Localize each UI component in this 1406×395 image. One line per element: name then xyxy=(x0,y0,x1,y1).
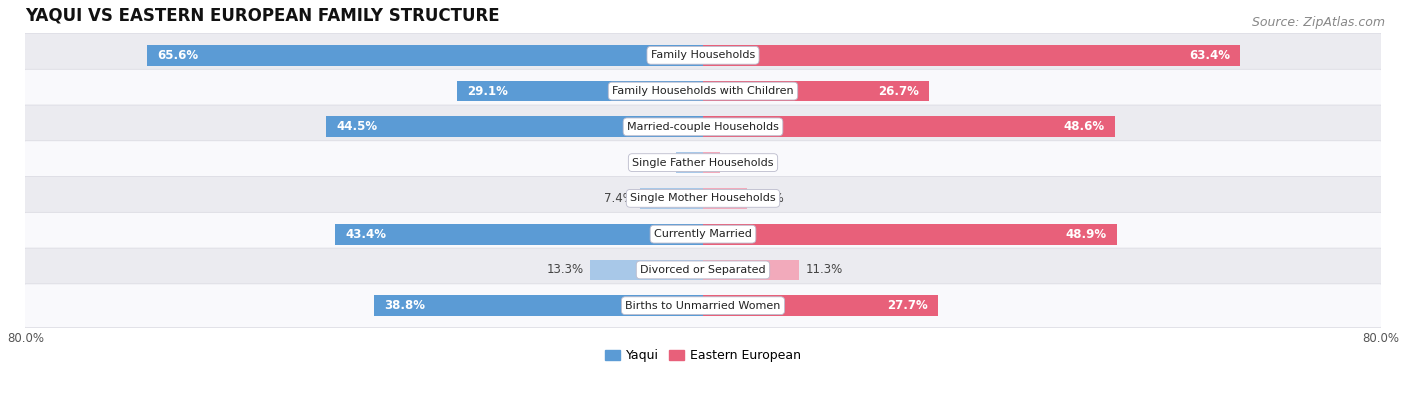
Text: Currently Married: Currently Married xyxy=(654,229,752,239)
Bar xyxy=(148,45,703,66)
Text: 48.9%: 48.9% xyxy=(1066,228,1107,241)
Text: Married-couple Households: Married-couple Households xyxy=(627,122,779,132)
Text: Family Households with Children: Family Households with Children xyxy=(612,86,794,96)
Text: Divorced or Separated: Divorced or Separated xyxy=(640,265,766,275)
FancyBboxPatch shape xyxy=(24,213,1382,256)
FancyBboxPatch shape xyxy=(24,284,1382,327)
Text: 65.6%: 65.6% xyxy=(157,49,198,62)
FancyBboxPatch shape xyxy=(24,105,1382,149)
Text: Source: ZipAtlas.com: Source: ZipAtlas.com xyxy=(1251,16,1385,29)
Bar xyxy=(457,81,703,102)
Text: 29.1%: 29.1% xyxy=(467,85,508,98)
Bar xyxy=(374,295,703,316)
FancyBboxPatch shape xyxy=(24,141,1382,184)
Bar xyxy=(703,81,929,102)
FancyBboxPatch shape xyxy=(24,177,1382,220)
Text: 27.7%: 27.7% xyxy=(887,299,928,312)
Text: 63.4%: 63.4% xyxy=(1189,49,1230,62)
FancyBboxPatch shape xyxy=(24,34,1382,77)
Text: Births to Unmarried Women: Births to Unmarried Women xyxy=(626,301,780,311)
Bar xyxy=(703,224,1118,245)
Text: 44.5%: 44.5% xyxy=(336,120,377,134)
Bar xyxy=(326,117,703,137)
Text: 2.0%: 2.0% xyxy=(727,156,756,169)
Text: 3.2%: 3.2% xyxy=(640,156,669,169)
FancyBboxPatch shape xyxy=(24,248,1382,292)
Text: Single Father Households: Single Father Households xyxy=(633,158,773,167)
Text: 43.4%: 43.4% xyxy=(346,228,387,241)
FancyBboxPatch shape xyxy=(24,69,1382,113)
Text: 13.3%: 13.3% xyxy=(547,263,583,276)
Text: 7.4%: 7.4% xyxy=(603,192,634,205)
Bar xyxy=(703,188,747,209)
Bar xyxy=(703,152,720,173)
Text: 48.6%: 48.6% xyxy=(1063,120,1105,134)
Bar xyxy=(640,188,703,209)
Text: 5.2%: 5.2% xyxy=(754,192,783,205)
Bar xyxy=(703,45,1240,66)
Text: Single Mother Households: Single Mother Households xyxy=(630,194,776,203)
Legend: Yaqui, Eastern European: Yaqui, Eastern European xyxy=(600,344,806,367)
Bar xyxy=(703,117,1115,137)
Bar xyxy=(591,260,703,280)
Bar xyxy=(676,152,703,173)
Text: Family Households: Family Households xyxy=(651,50,755,60)
Bar xyxy=(336,224,703,245)
Bar xyxy=(703,260,799,280)
Bar xyxy=(703,295,938,316)
Text: 26.7%: 26.7% xyxy=(879,85,920,98)
Text: 11.3%: 11.3% xyxy=(806,263,842,276)
Text: 38.8%: 38.8% xyxy=(385,299,426,312)
Text: YAQUI VS EASTERN EUROPEAN FAMILY STRUCTURE: YAQUI VS EASTERN EUROPEAN FAMILY STRUCTU… xyxy=(25,7,501,25)
